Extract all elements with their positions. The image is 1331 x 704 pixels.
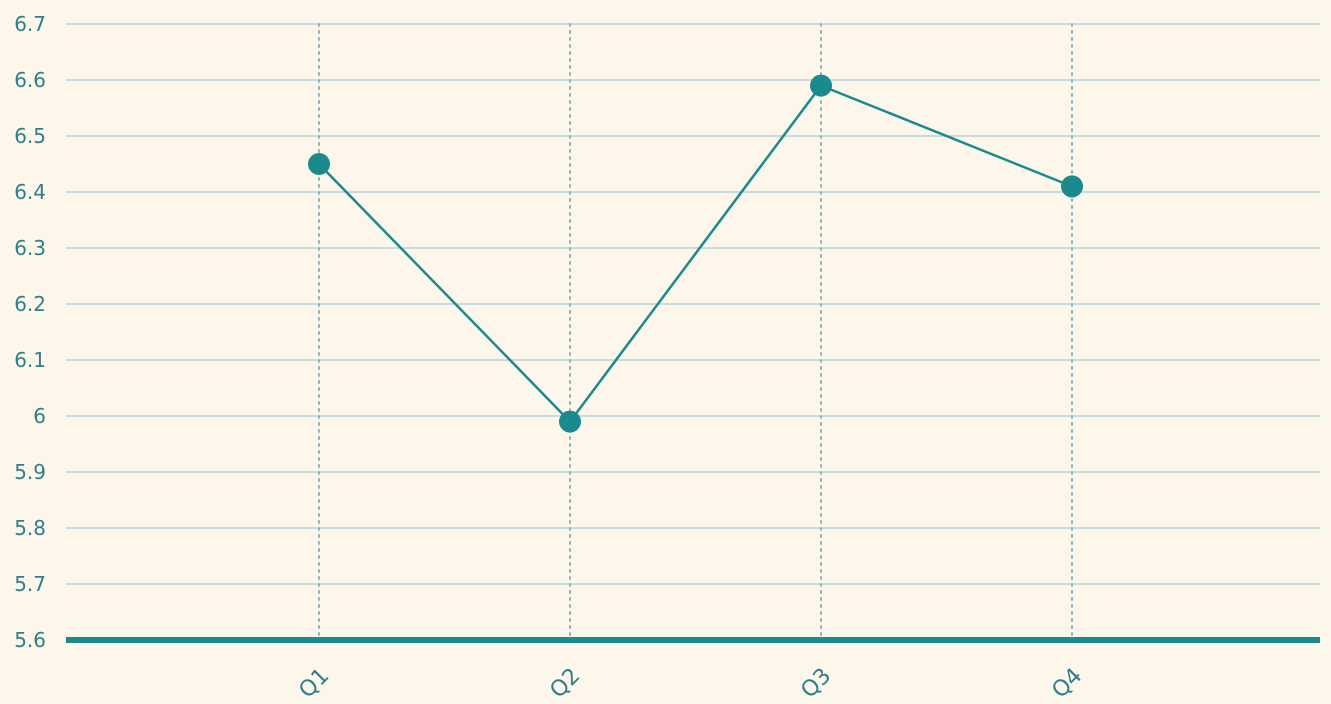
data-point-q4	[1061, 175, 1083, 198]
series-layer	[308, 74, 1083, 433]
series-line	[318, 84, 1073, 423]
y-tick-label: 6.2	[14, 292, 46, 316]
y-tick-label: 5.7	[14, 572, 46, 596]
x-tick-label: Q3	[796, 663, 836, 700]
y-tick-label: 5.8	[14, 516, 46, 540]
x-tick-label: Q2	[545, 663, 585, 700]
x-axis-tick-labels: Q1 Q2 Q3 Q4	[294, 663, 1087, 703]
y-tick-label: 6.7	[14, 12, 46, 36]
x-tick-label: Q1	[294, 663, 334, 700]
y-axis-tick-labels: 5.6 5.7 5.8 5.9 6 6.1 6.2 6.3 6.4 6.5 6.6 6.7	[14, 12, 46, 652]
y-tick-label: 6.5	[14, 124, 46, 148]
y-tick-label: 6	[33, 404, 46, 428]
y-tick-label: 6.3	[14, 236, 46, 260]
y-tick-label: 6.4	[14, 180, 46, 204]
data-point-q2	[559, 410, 581, 433]
y-tick-label: 6.6	[14, 68, 46, 92]
y-tick-label: 5.9	[14, 460, 46, 484]
x-tick-label: Q4	[1047, 663, 1087, 700]
data-point-q3	[810, 74, 832, 97]
data-point-q1	[308, 153, 330, 175]
grid-layer	[66, 23, 1320, 643]
y-tick-label: 5.6	[14, 628, 46, 652]
y-tick-label: 6.1	[14, 348, 46, 372]
